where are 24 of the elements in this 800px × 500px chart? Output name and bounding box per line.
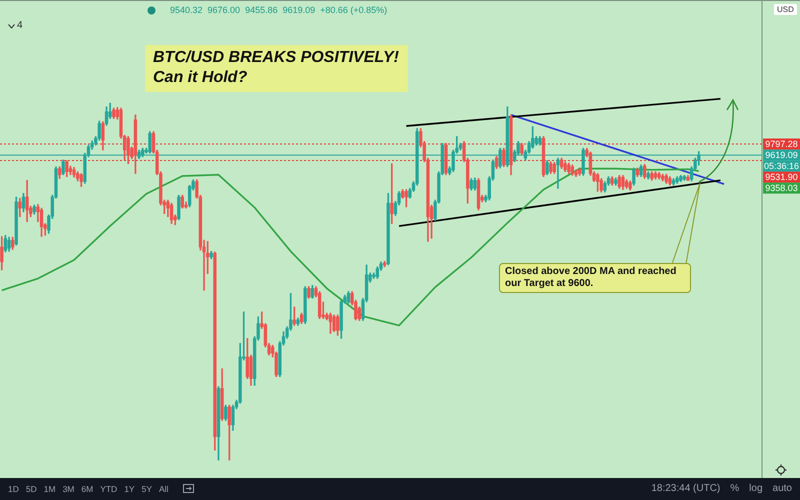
- annotation: 9540.32 9676.00 9455.86 9619.09 +80.66 (+0.85%): [170, 5, 388, 15]
- text: YTD: [100, 484, 118, 494]
- y-tick-label: 9797.28: [765, 139, 798, 150]
- text: 6M: [81, 484, 94, 494]
- text: USD: [777, 5, 794, 14]
- text: All: [159, 484, 168, 494]
- annotation: 4: [17, 20, 23, 31]
- y-tick-label: 9619.09: [765, 150, 798, 160]
- text: 18:23:44 (UTC): [651, 483, 720, 494]
- text: BTC/USD BREAKS POSITIVELY!: [153, 49, 399, 66]
- text: 1M: [44, 484, 56, 494]
- text: 5Y: [142, 484, 152, 494]
- text: log: [749, 483, 763, 494]
- text: 1Y: [124, 484, 135, 494]
- text: Can it Hold?: [153, 69, 248, 86]
- text: 5D: [26, 484, 37, 494]
- annotation: Closed above 200D MA and reached our Target at 9600.: [505, 266, 676, 289]
- text: 3M: [62, 484, 74, 494]
- text: %: [730, 483, 740, 494]
- text: 1D: [8, 484, 19, 494]
- text: auto: [772, 483, 792, 494]
- text: 05:36:16: [764, 161, 800, 172]
- text: 9358.03: [765, 183, 798, 194]
- ref-line-label: 9531.90: [765, 172, 798, 182]
